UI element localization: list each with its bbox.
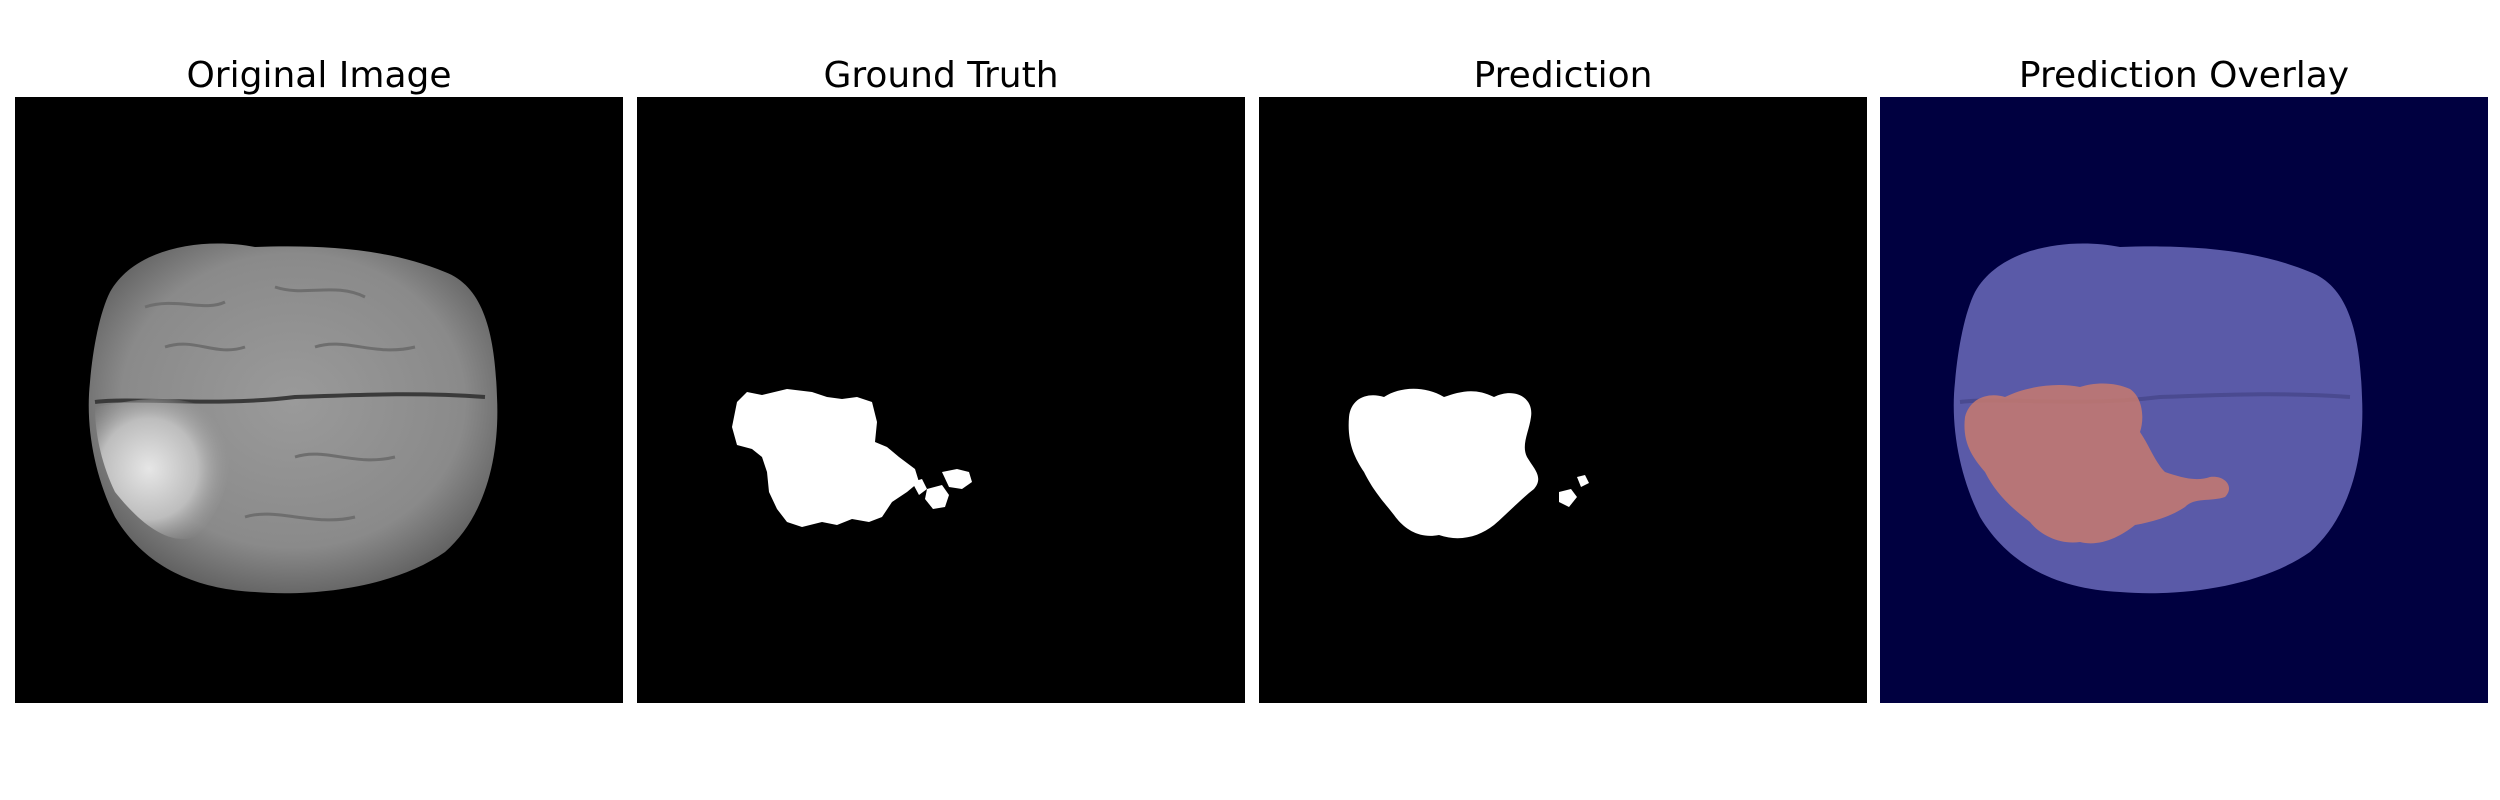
ground-truth-mask bbox=[637, 97, 1245, 703]
panel-title-original: Original Image bbox=[186, 55, 452, 96]
panel-title-ground-truth: Ground Truth bbox=[823, 55, 1059, 96]
original-image-panel bbox=[15, 97, 623, 703]
prediction-panel bbox=[1259, 97, 1867, 703]
panel-title-prediction: Prediction bbox=[1473, 55, 1653, 96]
ground-truth-panel bbox=[637, 97, 1245, 703]
panel-title-overlay: Prediction Overlay bbox=[2018, 55, 2350, 96]
prediction-overlay-panel bbox=[1880, 97, 2488, 703]
prediction-overlay-image bbox=[1880, 97, 2488, 703]
original-mri-image bbox=[15, 97, 623, 703]
prediction-mask bbox=[1259, 97, 1867, 703]
